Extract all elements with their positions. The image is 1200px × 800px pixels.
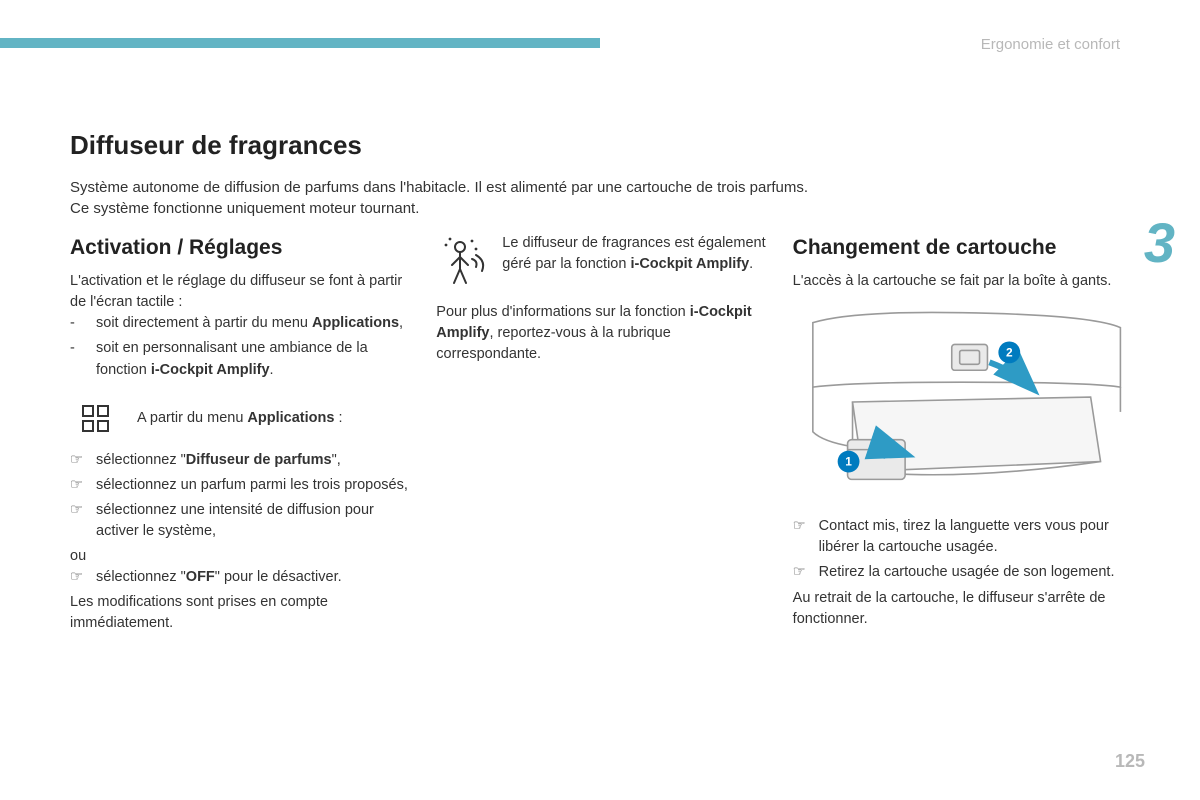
applications-icon [82,405,109,432]
txt: A partir du menu [137,410,247,426]
columns: Activation / Réglages L'activation et le… [70,233,1130,634]
heading-activation: Activation / Réglages [70,233,412,263]
hand-list-1: ☞sélectionnez "Diffuseur de parfums", ☞s… [70,450,412,542]
hand-list-2: ☞sélectionnez "OFF" pour le désactiver. [70,567,412,588]
bold: OFF [186,569,215,585]
bold: Applications [312,315,399,331]
dash-item: - soit en personnalisant une ambiance de… [70,338,412,380]
hand-item: ☞sélectionnez "Diffuseur de parfums", [70,450,412,471]
txt: , [399,315,403,331]
info-row: Le diffuseur de fragrances est également… [436,233,768,296]
top-accent-bar [0,38,600,48]
hand-icon: ☞ [70,500,96,542]
badge-1: 1 [845,455,852,469]
hand-icon: ☞ [70,475,96,496]
hand-item: ☞sélectionnez un parfum parmi les trois … [70,475,412,496]
txt: . [749,256,753,272]
hand-text: Retirez la cartouche usagée de son logem… [819,562,1130,583]
col1-lead: L'activation et le réglage du diffuseur … [70,271,412,313]
hand-text: sélectionnez une intensité de diffusion … [96,500,412,542]
txt: . [270,362,274,378]
hand-item: ☞Retirez la cartouche usagée de son loge… [793,562,1130,583]
glovebox-diagram: 1 2 [793,302,1130,502]
page-number: 125 [1115,751,1145,772]
dash-item: - soit directement à partir du menu Appl… [70,313,412,334]
section-label: Ergonomie et confort [981,36,1120,53]
intro-text: Système autonome de diffusion de parfums… [70,177,900,219]
page: Ergonomie et confort 3 125 Diffuseur de … [0,0,1200,800]
dash-marker: - [70,313,96,334]
page-title: Diffuseur de fragrances [70,130,1130,161]
dash-marker: - [70,338,96,380]
column-cartridge: Changement de cartouche L'accès à la car… [793,233,1130,634]
dash-text: soit en personnalisant une ambiance de l… [96,338,412,380]
column-info: Le diffuseur de fragrances est également… [436,233,768,634]
bold: Diffuseur de parfums [186,452,332,468]
dash-list: - soit directement à partir du menu Appl… [70,313,412,380]
hand-text: sélectionnez un parfum parmi les trois p… [96,475,412,496]
column-activation: Activation / Réglages L'activation et le… [70,233,412,634]
hand-icon: ☞ [793,562,819,583]
txt: " pour le désactiver. [215,569,342,585]
applications-label: A partir du menu Applications : [137,408,343,429]
info-text: Le diffuseur de fragrances est également… [502,233,768,296]
bold: i-Cockpit Amplify [630,256,749,272]
bold: i-Cockpit Amplify [151,362,270,378]
txt: : [334,410,342,426]
col3-footer: Au retrait de la cartouche, le diffuseur… [793,588,1130,630]
badge-2: 2 [1006,346,1013,360]
txt: Pour plus d'informations sur la fonction [436,304,689,320]
txt: sélectionnez " [96,452,186,468]
col1-footer: Les modifications sont prises en compte … [70,592,412,634]
intro-line1: Système autonome de diffusion de parfums… [70,179,808,196]
hand-list-3: ☞Contact mis, tirez la languette vers vo… [793,516,1130,583]
hand-text: sélectionnez "OFF" pour le désactiver. [96,567,412,588]
txt: ", [332,452,341,468]
person-waves-icon [436,233,492,296]
heading-cartridge: Changement de cartouche [793,233,1130,263]
hand-icon: ☞ [70,450,96,471]
dash-text: soit directement à partir du menu Applic… [96,313,412,334]
txt: soit directement à partir du menu [96,315,312,331]
hand-item: ☞sélectionnez une intensité de diffusion… [70,500,412,542]
txt: sélectionnez " [96,569,186,585]
col3-lead: L'accès à la cartouche se fait par la bo… [793,271,1130,292]
bold: Applications [247,410,334,426]
or-label: ou [70,546,412,567]
intro-line2: Ce système fonctionne uniquement moteur … [70,200,419,217]
hand-text: sélectionnez "Diffuseur de parfums", [96,450,412,471]
chapter-number: 3 [1144,210,1175,275]
hand-icon: ☞ [70,567,96,588]
hand-icon: ☞ [793,516,819,558]
applications-row: A partir du menu Applications : [70,405,412,432]
hand-text: Contact mis, tirez la languette vers vou… [819,516,1130,558]
hand-item: ☞sélectionnez "OFF" pour le désactiver. [70,567,412,588]
hand-item: ☞Contact mis, tirez la languette vers vo… [793,516,1130,558]
content-area: Diffuseur de fragrances Système autonome… [70,130,1130,740]
info-para2: Pour plus d'informations sur la fonction… [436,302,768,365]
